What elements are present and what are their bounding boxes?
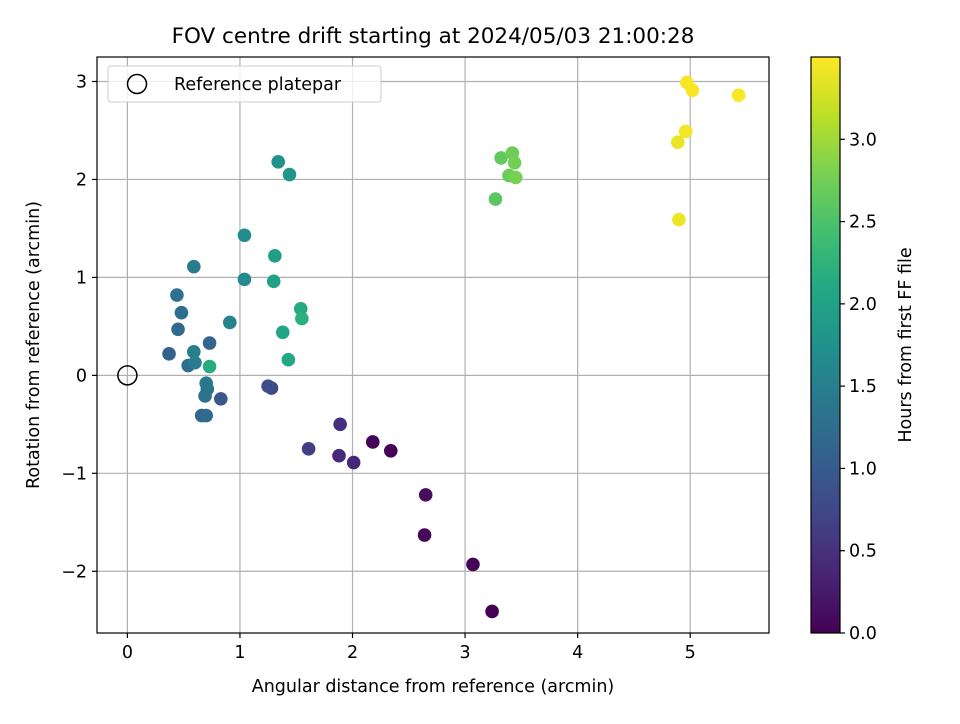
data-point [162, 347, 176, 361]
x-axis-label: Angular distance from reference (arcmin) [252, 677, 615, 697]
y-tick-label: 0 [76, 366, 87, 386]
data-point [171, 322, 185, 337]
y-tick-label: 2 [76, 170, 87, 190]
data-point [672, 212, 686, 227]
data-point [187, 345, 201, 359]
data-point [731, 88, 746, 103]
reference-platepar-marker [117, 365, 138, 386]
data-point [261, 379, 275, 393]
colorbar-tick-label: 0.5 [849, 542, 877, 562]
colorbar-tick-label: 0.0 [849, 624, 877, 644]
x-tick-label: 1 [234, 643, 245, 663]
data-point [214, 392, 228, 406]
data-point [333, 417, 347, 432]
colorbar-ticks: 0.0 0.5 1.0 1.5 2.0 2.5 3.0 [840, 130, 877, 644]
data-point [301, 442, 316, 456]
data-point [282, 167, 297, 182]
y-tick-label: 1 [76, 268, 87, 288]
data-point [466, 557, 480, 572]
x-tick-label: 5 [685, 643, 696, 663]
plot-frame [96, 56, 770, 634]
data-point [678, 124, 693, 139]
data-point [275, 325, 290, 340]
data-point [199, 376, 213, 391]
chart-title: FOV centre drift starting at 2024/05/03 … [172, 24, 695, 49]
y-tick-label: −2 [61, 562, 87, 582]
data-point [170, 288, 184, 302]
y-tick-label: −1 [61, 464, 87, 484]
data-point [508, 170, 523, 185]
data-point [266, 274, 281, 289]
grid-lines [97, 57, 769, 633]
data-point [488, 192, 503, 206]
colorbar-tick-label: 3.0 [849, 130, 877, 150]
data-point [671, 135, 685, 150]
legend-box [107, 65, 382, 103]
data-point [685, 83, 700, 98]
data-point [223, 315, 237, 330]
colorbar-tick-label: 1.5 [849, 377, 877, 397]
data-point [365, 435, 380, 449]
legend: Reference platepar [107, 65, 382, 103]
colorbar [810, 56, 841, 634]
colorbar-tick-label: 2.0 [849, 295, 877, 315]
data-points [117, 75, 746, 619]
data-point [237, 228, 252, 243]
x-tick-label: 2 [347, 643, 358, 663]
colorbar-label: Hours from first FF file [896, 247, 916, 442]
data-point [485, 604, 499, 619]
y-axis-label: Rotation from reference (arcmin) [24, 201, 44, 489]
data-point [346, 455, 361, 470]
x-tick-label: 4 [572, 643, 583, 663]
data-point [199, 408, 213, 423]
data-point [281, 352, 296, 367]
x-tick-label: 0 [122, 643, 133, 663]
data-point [202, 336, 217, 350]
data-point [187, 259, 201, 274]
data-point [268, 249, 282, 263]
data-point [271, 155, 286, 169]
data-point [494, 151, 508, 165]
y-axis-ticks: −2 −1 0 1 2 3 [61, 72, 97, 582]
data-point [174, 305, 189, 320]
legend-marker-reference [126, 73, 148, 95]
data-point [295, 311, 309, 326]
data-point [202, 359, 217, 374]
x-tick-label: 3 [460, 643, 471, 663]
data-point [418, 488, 433, 502]
x-axis-ticks: 0 1 2 3 4 5 [122, 633, 696, 663]
data-point [188, 355, 202, 370]
data-point [237, 272, 252, 287]
data-point [417, 528, 432, 542]
data-point [332, 448, 346, 463]
data-point [383, 443, 398, 458]
y-tick-label: 3 [76, 72, 87, 92]
colorbar-tick-label: 2.5 [849, 213, 877, 233]
data-point [507, 155, 522, 170]
legend-label-reference: Reference platepar [174, 75, 342, 95]
colorbar-tick-label: 1.0 [849, 459, 877, 479]
